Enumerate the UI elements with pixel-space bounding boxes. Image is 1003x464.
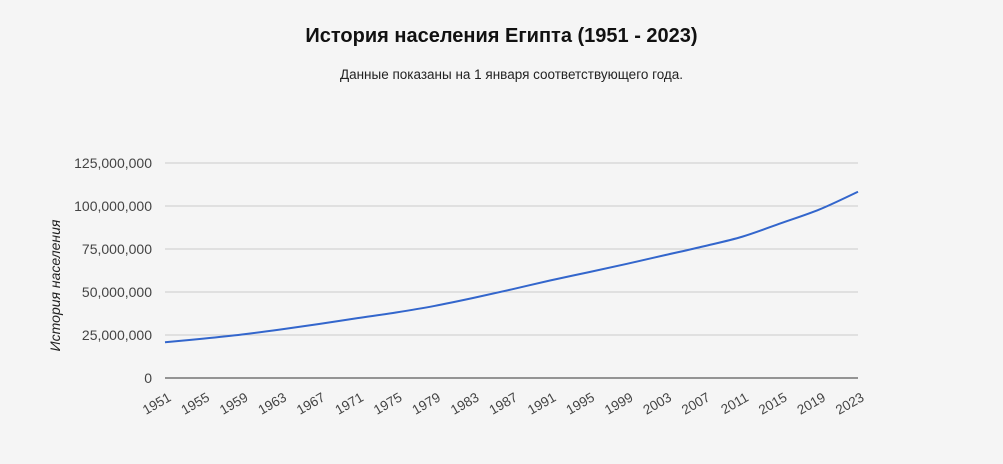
y-tick-label: 0: [144, 370, 152, 386]
chart-subtitle: Данные показаны на 1 января соответствую…: [339, 67, 684, 82]
x-tick-label: 1987: [486, 390, 520, 418]
x-tick-label: 2023: [833, 390, 867, 418]
x-tick-label: 1951: [140, 390, 174, 418]
x-tick-label: 1983: [448, 390, 482, 418]
population-series-line: [164, 190, 859, 344]
x-tick-label: 1971: [332, 390, 366, 418]
x-axis-ticks: 1951 1955 1959 1963 1967 1971 1975 1979 1983 1987…: [140, 390, 867, 418]
x-tick-label: 1995: [563, 390, 597, 418]
x-tick-label: 2003: [640, 390, 674, 418]
x-tick-label: 1991: [525, 390, 559, 418]
y-axis-label: История населения: [47, 219, 63, 351]
series-layer: [164, 190, 859, 344]
y-axis-ticks: 0 25,000,000 50,000,000 75,000,000 100,000,0…: [74, 155, 152, 386]
x-tick-label: 1967: [294, 390, 328, 418]
x-tick-label: 1979: [409, 390, 443, 418]
y-tick-label: 25,000,000: [82, 327, 152, 343]
y-tick-label: 50,000,000: [82, 284, 152, 300]
x-tick-label: 2015: [756, 390, 790, 418]
y-tick-label: 75,000,000: [82, 241, 152, 257]
x-tick-label: 2011: [718, 390, 751, 418]
x-tick-label: 1999: [602, 390, 636, 418]
x-tick-label: 1955: [178, 390, 212, 418]
x-tick-label: 1963: [255, 390, 289, 418]
y-tick-label: 100,000,000: [74, 198, 152, 214]
chart-title: История населения Египта (1951 - 2023): [305, 25, 698, 47]
gridlines: [165, 162, 858, 336]
y-tick-label: 125,000,000: [74, 155, 152, 171]
x-tick-label: 1975: [371, 390, 405, 418]
x-tick-label: 1959: [217, 390, 251, 418]
x-tick-label: 2019: [794, 390, 828, 418]
x-tick-label: 2007: [679, 390, 713, 418]
